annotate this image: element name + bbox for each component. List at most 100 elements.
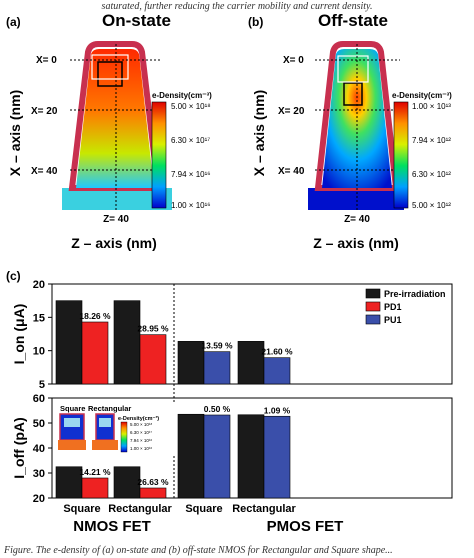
ioff-bar-0-1 — [81, 477, 109, 499]
caption-bottom: Figure. The e-density of (a) on-state an… — [3, 545, 393, 556]
panel-b-x-mark-20: X= 20 — [278, 106, 305, 117]
legend-label-pre: Pre-irradiation — [384, 289, 446, 299]
ioff-ytick-label-4: 60 — [33, 393, 45, 405]
panel-b-colorbar-tick-3: 5.00 × 10¹² — [412, 201, 451, 210]
ioff-bar-2-0 — [177, 413, 205, 499]
panel-a-title: On-state — [102, 11, 171, 30]
ioff-y-axis-label: I_off (pA) — [11, 417, 27, 478]
panel-b-colorbar-tick-0: 1.00 × 10¹³ — [412, 102, 451, 111]
panel-b-label: (b) — [248, 15, 263, 29]
ion-y-axis-label: I_on (μA) — [11, 304, 27, 365]
ioff-bar-2-2 — [203, 414, 231, 499]
panel-b-fin — [308, 41, 404, 210]
ion-bar-1-0 — [113, 300, 141, 385]
inset-label-rectangular: Rectangular — [88, 404, 131, 413]
inset-label-square: Square — [60, 404, 85, 413]
panel-b-x-axis-label: X – axis (nm) — [251, 90, 267, 176]
category-label-0: Square — [63, 503, 100, 515]
ioff-bar-1-1 — [139, 487, 167, 499]
ion-annotation-2: 13.59 % — [201, 341, 233, 351]
ioff-ytick-label-3: 50 — [33, 418, 45, 430]
legend: Pre-irradiation PD1 PU1 — [365, 288, 446, 325]
ion-bar-3-2 — [263, 357, 291, 385]
inset-colorbar-tick-2: 7.94 × 10¹⁶ — [130, 438, 152, 443]
ion-bar-2-0 — [177, 341, 205, 385]
panel-c: (c) 5 10 15 20 18.26 % 28.95 % 13.59 % 21.60 %… — [6, 269, 453, 535]
panel-a-x-mark-40: X= 40 — [31, 166, 58, 177]
panel-a-colorbar-tick-2: 7.94 × 10¹⁶ — [171, 170, 211, 179]
ioff-ytick-label-2: 40 — [33, 443, 45, 455]
ion-ytick-label-0: 5 — [39, 379, 45, 391]
ioff-annotation-3: 1.09 % — [264, 405, 291, 415]
ioff-bar-0-0 — [55, 466, 83, 499]
inset-colorbar-tick-0: 5.00 × 10¹⁸ — [130, 422, 152, 427]
ioff-bar-3-0 — [237, 414, 265, 499]
panel-a-colorbar-title: e-Density(cm⁻³) — [152, 91, 212, 100]
panel-b-colorbar-tick-2: 6.30 × 10¹² — [412, 170, 451, 179]
panel-b-colorbar-tick-1: 7.94 × 10¹² — [412, 136, 451, 145]
legend-label-pu1: PU1 — [384, 315, 402, 325]
ion-annotation-1: 28.95 % — [137, 324, 169, 334]
panel-c-label: (c) — [6, 269, 21, 283]
ioff-annotation-0: 14.21 % — [79, 467, 111, 477]
inset-fin-rectangular — [92, 413, 118, 450]
panel-b-colorbar — [393, 101, 409, 209]
panel-a: (a) On-state X= 0 X= 20 X= 40 Z= 40 X – … — [6, 11, 212, 251]
ioff-annotation-2: 0.50 % — [204, 404, 231, 414]
panel-b: (b) Off-state X= 0 X= 20 X= 40 Z= 40 X –… — [248, 11, 452, 251]
category-label-3: Rectangular — [232, 503, 296, 515]
panel-b-z-axis-label: Z – axis (nm) — [313, 235, 399, 251]
category-label-1: Rectangular — [108, 503, 172, 515]
ion-annotation-0: 18.26 % — [79, 311, 111, 321]
ion-ytick-label-1: 10 — [33, 346, 45, 358]
inset-colorbar-tick-3: 1.00 × 10¹⁶ — [130, 446, 152, 451]
panel-b-z-mark: Z= 40 — [344, 214, 370, 225]
ion-bar-0-1 — [81, 321, 109, 385]
group-label-nmos: NMOS FET — [73, 518, 151, 535]
panel-a-label: (a) — [6, 15, 21, 29]
panel-a-x-mark-20: X= 20 — [31, 106, 58, 117]
ioff-annotations: 14.21 % 26.63 % 0.50 % 1.09 % — [79, 404, 290, 487]
panel-a-colorbar-tick-3: 1.00 × 10¹⁶ — [171, 201, 211, 210]
inset-colorbar — [120, 421, 128, 453]
ioff-bars — [55, 413, 291, 499]
ion-ytick-label-2: 15 — [33, 312, 45, 324]
inset-fin-square — [58, 413, 86, 450]
panel-a-z-axis-label: Z – axis (nm) — [71, 235, 157, 251]
category-labels: Square Rectangular Square Rectangular — [63, 503, 296, 515]
ion-bar-2-2 — [203, 351, 231, 385]
ioff-bar-3-2 — [263, 415, 291, 499]
ioff-ytick-label-1: 30 — [33, 468, 45, 480]
panel-b-x-mark-0: X= 0 — [283, 55, 304, 66]
group-label-pmos: PMOS FET — [267, 518, 344, 535]
ioff-annotation-1: 26.63 % — [137, 477, 169, 487]
legend-swatch-pu1 — [365, 314, 381, 325]
inset-colorbar-tick-1: 6.30 × 10¹⁷ — [130, 430, 152, 435]
ion-bar-3-0 — [237, 341, 265, 385]
panel-b-title: Off-state — [318, 11, 388, 30]
category-label-2: Square — [185, 503, 222, 515]
legend-swatch-pd1 — [365, 301, 381, 312]
ioff-ytick-label-0: 20 — [33, 493, 45, 505]
panel-b-colorbar-title: e-Density(cm⁻³) — [392, 91, 452, 100]
ion-ytick-label-3: 20 — [33, 279, 45, 291]
panel-b-x-mark-40: X= 40 — [278, 166, 305, 177]
legend-label-pd1: PD1 — [384, 302, 402, 312]
ion-annotation-3: 21.60 % — [261, 347, 293, 357]
panel-a-fin — [62, 41, 172, 210]
panel-a-colorbar — [151, 101, 167, 209]
ion-annotations: 18.26 % 28.95 % 13.59 % 21.60 % — [79, 311, 293, 357]
ion-bars — [55, 300, 291, 385]
ion-bar-0-0 — [55, 300, 83, 385]
panel-a-colorbar-tick-0: 5.00 × 10¹⁸ — [171, 102, 211, 111]
panel-a-x-mark-0: X= 0 — [36, 55, 57, 66]
panel-a-x-axis-label: X – axis (nm) — [7, 90, 23, 176]
ion-y-ticks: 5 10 15 20 — [33, 279, 52, 391]
ion-bar-1-1 — [139, 334, 167, 385]
ioff-bar-1-0 — [113, 466, 141, 499]
panel-a-colorbar-tick-1: 6.30 × 10¹⁷ — [171, 136, 210, 145]
inset: Square Rectangular e-Density(cm⁻³) 5.00 … — [58, 402, 176, 454]
panel-a-z-mark: Z= 40 — [103, 214, 129, 225]
legend-swatch-pre — [365, 288, 381, 299]
